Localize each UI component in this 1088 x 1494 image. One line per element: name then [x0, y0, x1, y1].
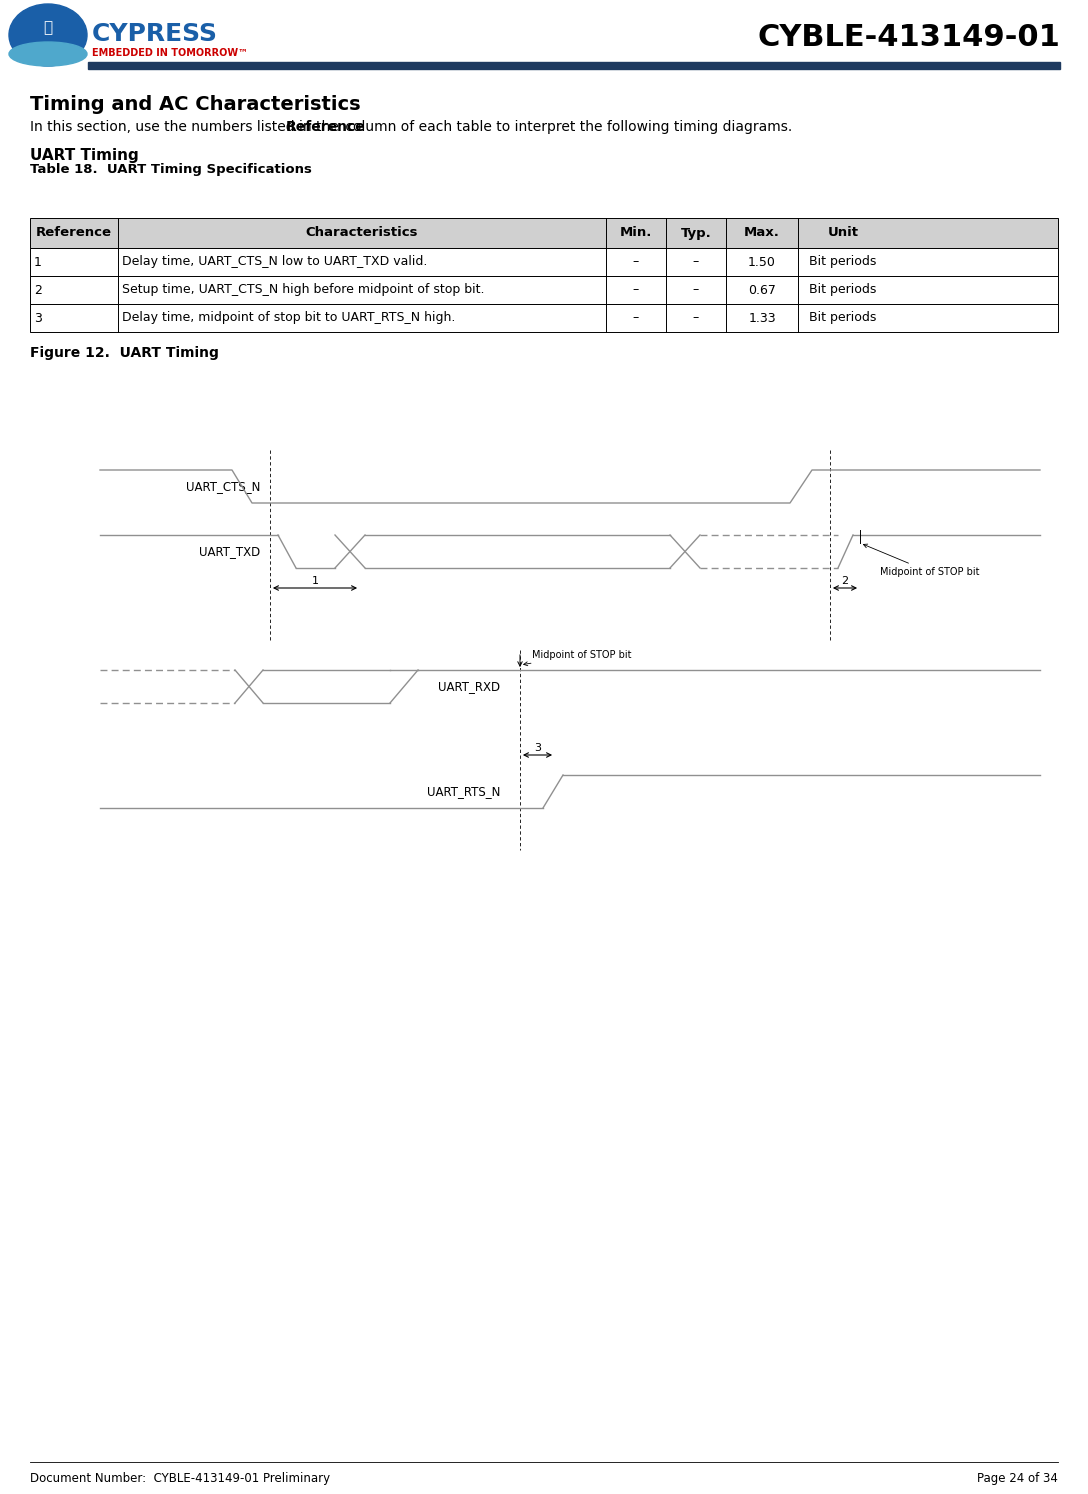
- Bar: [30, 276, 1058, 303]
- Text: UART_TXD: UART_TXD: [199, 545, 260, 557]
- Text: –: –: [633, 255, 639, 269]
- Text: –: –: [693, 284, 700, 296]
- Text: Document Number:  CYBLE-413149-01 Preliminary: Document Number: CYBLE-413149-01 Prelimi…: [30, 1472, 330, 1485]
- Text: –: –: [693, 312, 700, 324]
- Text: 🌲: 🌲: [44, 21, 52, 36]
- Text: 1.33: 1.33: [749, 312, 776, 324]
- Text: UART Timing: UART Timing: [30, 148, 139, 163]
- Text: Typ.: Typ.: [681, 227, 712, 239]
- Text: column of each table to interpret the following timing diagrams.: column of each table to interpret the fo…: [341, 120, 792, 134]
- Text: Bit periods: Bit periods: [809, 255, 877, 269]
- Text: Unit: Unit: [828, 227, 858, 239]
- Text: UART_RXD: UART_RXD: [437, 680, 500, 693]
- Bar: [30, 248, 1058, 276]
- Text: Bit periods: Bit periods: [809, 312, 877, 324]
- Text: 2: 2: [34, 284, 41, 296]
- Text: Max.: Max.: [744, 227, 780, 239]
- Text: –: –: [693, 255, 700, 269]
- Text: Reference: Reference: [36, 227, 112, 239]
- Bar: [30, 303, 1058, 332]
- Ellipse shape: [9, 4, 87, 66]
- Text: Delay time, UART_CTS_N low to UART_TXD valid.: Delay time, UART_CTS_N low to UART_TXD v…: [122, 255, 428, 269]
- Text: Page 24 of 34: Page 24 of 34: [977, 1472, 1058, 1485]
- Bar: [30, 218, 1058, 248]
- Text: Midpoint of STOP bit: Midpoint of STOP bit: [523, 650, 631, 666]
- Bar: [88, 61, 1060, 69]
- Text: 1: 1: [311, 577, 319, 586]
- Text: Min.: Min.: [620, 227, 652, 239]
- Text: Midpoint of STOP bit: Midpoint of STOP bit: [864, 544, 979, 577]
- Text: Timing and AC Characteristics: Timing and AC Characteristics: [30, 96, 360, 114]
- Text: CYBLE-413149-01: CYBLE-413149-01: [757, 22, 1060, 51]
- Text: Table 18.  UART Timing Specifications: Table 18. UART Timing Specifications: [30, 163, 312, 176]
- Text: 0.67: 0.67: [749, 284, 776, 296]
- Text: Reference: Reference: [286, 120, 366, 134]
- Text: 1.50: 1.50: [749, 255, 776, 269]
- Text: Figure 12.  UART Timing: Figure 12. UART Timing: [30, 347, 219, 360]
- Text: In this section, use the numbers listed in the: In this section, use the numbers listed …: [30, 120, 343, 134]
- Text: Bit periods: Bit periods: [809, 284, 877, 296]
- Text: Delay time, midpoint of stop bit to UART_RTS_N high.: Delay time, midpoint of stop bit to UART…: [122, 312, 456, 324]
- Text: –: –: [633, 284, 639, 296]
- Text: 3: 3: [534, 743, 541, 753]
- Ellipse shape: [9, 42, 87, 66]
- Text: UART_CTS_N: UART_CTS_N: [186, 480, 260, 493]
- Text: Setup time, UART_CTS_N high before midpoint of stop bit.: Setup time, UART_CTS_N high before midpo…: [122, 284, 484, 296]
- Text: CYPRESS: CYPRESS: [92, 22, 218, 46]
- Text: 3: 3: [34, 312, 41, 324]
- Text: –: –: [633, 312, 639, 324]
- Text: Characteristics: Characteristics: [306, 227, 418, 239]
- Text: 1: 1: [34, 255, 41, 269]
- Text: EMBEDDED IN TOMORROW™: EMBEDDED IN TOMORROW™: [92, 48, 248, 58]
- Text: UART_RTS_N: UART_RTS_N: [426, 784, 500, 798]
- Text: 2: 2: [841, 577, 849, 586]
